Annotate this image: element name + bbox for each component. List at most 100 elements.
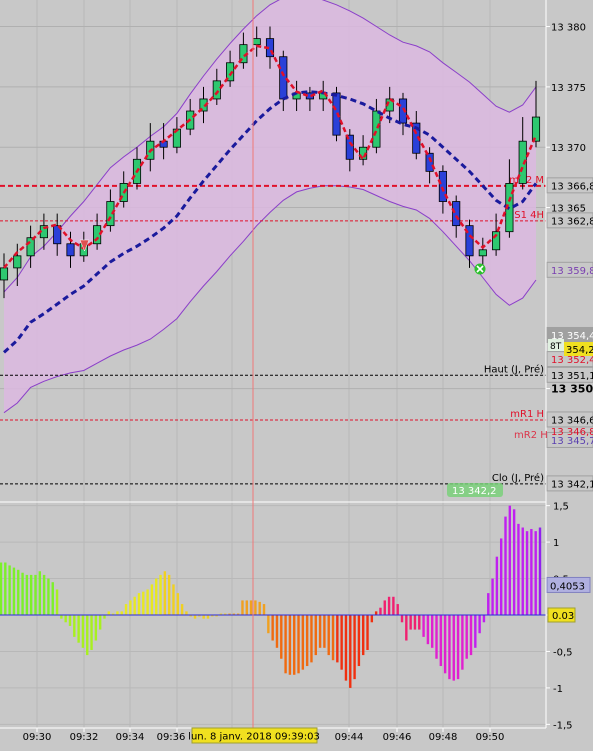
- osc-bar: [478, 615, 481, 634]
- osc-bar: [155, 578, 158, 615]
- osc-bar: [396, 604, 399, 615]
- osc-bar: [439, 615, 443, 667]
- osc-bar: [435, 615, 438, 659]
- osc-bar: [482, 615, 486, 623]
- osc-bar: [124, 604, 128, 615]
- osc-bar: [8, 565, 11, 615]
- oscillator-pane[interactable]: [0, 505, 546, 725]
- candle-bear: [66, 243, 75, 257]
- osc-bar: [107, 611, 110, 615]
- osc-bar: [357, 615, 361, 667]
- osc-zero-tag: [547, 607, 576, 623]
- price-y-axis[interactable]: 13 380 13 375 13 370 13 365 13 350 13 366,8 13…: [447, 23, 593, 497]
- price-tag: [546, 411, 593, 428]
- level-label: Haut (J, Pré): [484, 363, 544, 375]
- osc-bar: [271, 615, 274, 641]
- osc-bar: [340, 615, 343, 670]
- osc-bar: [12, 567, 16, 615]
- osc-bar: [331, 615, 335, 661]
- osc-bar: [431, 615, 434, 648]
- osc-bar: [68, 615, 72, 626]
- osc-bar: [94, 615, 98, 641]
- osc-bar: [405, 615, 408, 641]
- osc-bar: [267, 615, 270, 634]
- y-tick-label: 13 350: [551, 383, 593, 396]
- osc-bar: [288, 615, 292, 675]
- osc-bar: [232, 613, 236, 615]
- x-tick-label: 09:36: [157, 732, 186, 743]
- price-tag: [546, 431, 593, 448]
- osc-bar: [172, 584, 175, 615]
- osc-bar: [111, 613, 115, 615]
- x-tick-label: 09:48: [429, 732, 458, 743]
- candle-bull: [478, 249, 487, 257]
- osc-bar: [193, 615, 197, 619]
- osc-bar: [387, 596, 391, 615]
- osc-bar: [310, 615, 313, 663]
- price-tag: [546, 261, 593, 278]
- candle-bull: [26, 237, 35, 257]
- osc-bar: [38, 571, 42, 615]
- osc-bar: [327, 615, 330, 656]
- price-tag: [546, 212, 593, 229]
- candle-bull: [0, 267, 9, 281]
- osc-bar: [512, 509, 516, 615]
- osc-bar: [180, 604, 184, 615]
- candle-bear: [345, 134, 354, 160]
- osc-bar: [301, 615, 305, 670]
- osc-current-tag: [546, 576, 591, 593]
- osc-bar: [262, 604, 266, 615]
- candle-bear: [425, 152, 434, 172]
- osc-bar: [366, 615, 369, 650]
- exit-x-marker: [474, 263, 486, 275]
- osc-bar: [469, 615, 473, 656]
- osc-bar: [284, 615, 287, 674]
- price-tag-text: 13 362,8: [551, 216, 593, 227]
- y-tick-label: 13 375: [551, 83, 586, 94]
- osc-bar: [236, 613, 240, 615]
- cursor-time-text: lun. 8 janv. 2018 09:39:03: [188, 732, 320, 743]
- tag-8t: 8T: [550, 342, 562, 352]
- osc-bar: [495, 556, 499, 615]
- osc-bar: [64, 615, 67, 623]
- osc-tick-label: 1: [553, 538, 559, 549]
- osc-bar: [159, 574, 162, 615]
- osc-bar: [55, 589, 59, 615]
- slow-ma-line: [2, 90, 538, 354]
- osc-tick-label: 1,5: [553, 502, 569, 513]
- osc-bar: [275, 615, 279, 648]
- osc-bar: [534, 531, 537, 615]
- osc-bar: [538, 527, 542, 615]
- osc-bar: [409, 615, 412, 630]
- price-tag-text: 13 342,1: [551, 479, 593, 490]
- bollinger-upper-line: [3, 0, 537, 293]
- osc-bar: [448, 615, 451, 680]
- osc-bar: [258, 601, 261, 615]
- osc-bar: [400, 615, 404, 623]
- candle-bull: [212, 80, 221, 100]
- osc-bar: [29, 574, 33, 615]
- y-tick-label: 13 365: [551, 204, 586, 215]
- x-tick-label: 09:30: [23, 732, 52, 743]
- osc-bar: [129, 600, 132, 615]
- osc-bar: [34, 574, 37, 615]
- osc-bar: [185, 611, 188, 615]
- osc-bar: [60, 615, 63, 619]
- close-tag-text: 13 342,2: [452, 486, 497, 497]
- osc-bar: [17, 569, 20, 615]
- osc-bar: [314, 615, 317, 656]
- y-tick-label: 13 370: [551, 143, 586, 154]
- candle-bear: [279, 56, 288, 100]
- osc-bar: [219, 613, 223, 615]
- osc-bar: [418, 615, 421, 630]
- candle-bull: [93, 225, 102, 245]
- osc-bar: [491, 578, 494, 615]
- osc-bar: [77, 615, 80, 643]
- candle-bear: [398, 98, 408, 124]
- osc-bar: [176, 593, 179, 615]
- price-tag-text: 13 366,8: [551, 181, 593, 192]
- bollinger-lower-line: [3, 185, 537, 414]
